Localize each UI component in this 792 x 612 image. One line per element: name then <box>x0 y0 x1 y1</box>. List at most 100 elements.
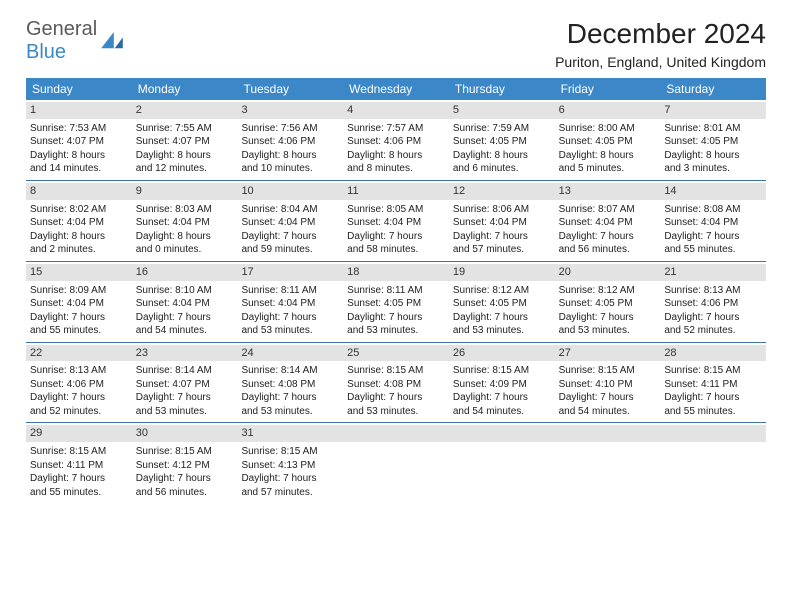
daylight-line2: and 55 minutes. <box>30 324 128 338</box>
daylight-line1: Daylight: 7 hours <box>347 311 445 325</box>
daylight-line2: and 3 minutes. <box>664 162 762 176</box>
daylight-line2: and 52 minutes. <box>664 324 762 338</box>
sunrise-text: Sunrise: 8:08 AM <box>664 203 762 217</box>
day-header-tuesday: Tuesday <box>237 78 343 100</box>
daylight-line2: and 53 minutes. <box>559 324 657 338</box>
logo-word-general: General <box>26 18 97 40</box>
daylight-line2: and 6 minutes. <box>453 162 551 176</box>
day-number: 19 <box>449 264 555 281</box>
calendar-cell: 6Sunrise: 8:00 AMSunset: 4:05 PMDaylight… <box>555 100 661 180</box>
day-number: 3 <box>237 102 343 119</box>
daylight-line1: Daylight: 7 hours <box>559 230 657 244</box>
calendar-cell: 19Sunrise: 8:12 AMSunset: 4:05 PMDayligh… <box>449 262 555 342</box>
daylight-line2: and 57 minutes. <box>241 486 339 500</box>
daylight-line1: Daylight: 8 hours <box>30 230 128 244</box>
calendar-cell: 10Sunrise: 8:04 AMSunset: 4:04 PMDayligh… <box>237 181 343 261</box>
sunrise-text: Sunrise: 8:04 AM <box>241 203 339 217</box>
week-row: 22Sunrise: 8:13 AMSunset: 4:06 PMDayligh… <box>26 343 766 424</box>
day-header-thursday: Thursday <box>449 78 555 100</box>
day-number: 20 <box>555 264 661 281</box>
calendar-cell: 18Sunrise: 8:11 AMSunset: 4:05 PMDayligh… <box>343 262 449 342</box>
daylight-line2: and 12 minutes. <box>136 162 234 176</box>
daylight-line1: Daylight: 7 hours <box>136 472 234 486</box>
sunrise-text: Sunrise: 8:11 AM <box>241 284 339 298</box>
day-number: 9 <box>132 183 238 200</box>
daylight-line1: Daylight: 7 hours <box>347 391 445 405</box>
logo-sail-icon <box>101 32 123 50</box>
daylight-line2: and 53 minutes. <box>347 324 445 338</box>
daylight-line1: Daylight: 8 hours <box>241 149 339 163</box>
daylight-line2: and 55 minutes. <box>664 405 762 419</box>
daylight-line2: and 58 minutes. <box>347 243 445 257</box>
sunrise-text: Sunrise: 8:15 AM <box>136 445 234 459</box>
daylight-line2: and 8 minutes. <box>347 162 445 176</box>
sunset-text: Sunset: 4:09 PM <box>453 378 551 392</box>
sunrise-text: Sunrise: 8:14 AM <box>241 364 339 378</box>
sunrise-text: Sunrise: 8:07 AM <box>559 203 657 217</box>
sunrise-text: Sunrise: 8:15 AM <box>453 364 551 378</box>
calendar-cell: 29Sunrise: 8:15 AMSunset: 4:11 PMDayligh… <box>26 423 132 503</box>
calendar-cell: 15Sunrise: 8:09 AMSunset: 4:04 PMDayligh… <box>26 262 132 342</box>
daylight-line2: and 54 minutes. <box>559 405 657 419</box>
sunset-text: Sunset: 4:04 PM <box>453 216 551 230</box>
sunset-text: Sunset: 4:11 PM <box>30 459 128 473</box>
daylight-line2: and 14 minutes. <box>30 162 128 176</box>
daylight-line2: and 55 minutes. <box>664 243 762 257</box>
day-number: 21 <box>660 264 766 281</box>
day-number <box>449 425 555 442</box>
daylight-line2: and 52 minutes. <box>30 405 128 419</box>
daylight-line1: Daylight: 7 hours <box>453 311 551 325</box>
sunrise-text: Sunrise: 8:01 AM <box>664 122 762 136</box>
sunset-text: Sunset: 4:05 PM <box>664 135 762 149</box>
week-row: 8Sunrise: 8:02 AMSunset: 4:04 PMDaylight… <box>26 181 766 262</box>
day-header-wednesday: Wednesday <box>343 78 449 100</box>
sunrise-text: Sunrise: 7:56 AM <box>241 122 339 136</box>
week-row: 29Sunrise: 8:15 AMSunset: 4:11 PMDayligh… <box>26 423 766 503</box>
daylight-line2: and 53 minutes. <box>241 324 339 338</box>
day-number: 2 <box>132 102 238 119</box>
sunset-text: Sunset: 4:06 PM <box>664 297 762 311</box>
sunset-text: Sunset: 4:06 PM <box>30 378 128 392</box>
sunrise-text: Sunrise: 7:59 AM <box>453 122 551 136</box>
daylight-line1: Daylight: 7 hours <box>136 391 234 405</box>
daylight-line1: Daylight: 7 hours <box>559 311 657 325</box>
day-number: 29 <box>26 425 132 442</box>
sunset-text: Sunset: 4:04 PM <box>30 216 128 230</box>
sunrise-text: Sunrise: 8:12 AM <box>559 284 657 298</box>
daylight-line1: Daylight: 7 hours <box>30 311 128 325</box>
sunrise-text: Sunrise: 8:12 AM <box>453 284 551 298</box>
sunrise-text: Sunrise: 8:03 AM <box>136 203 234 217</box>
calendar-cell: 16Sunrise: 8:10 AMSunset: 4:04 PMDayligh… <box>132 262 238 342</box>
day-number: 11 <box>343 183 449 200</box>
calendar-cell: 13Sunrise: 8:07 AMSunset: 4:04 PMDayligh… <box>555 181 661 261</box>
sunset-text: Sunset: 4:05 PM <box>559 297 657 311</box>
day-number: 1 <box>26 102 132 119</box>
calendar-cell: 9Sunrise: 8:03 AMSunset: 4:04 PMDaylight… <box>132 181 238 261</box>
day-number: 12 <box>449 183 555 200</box>
daylight-line2: and 53 minutes. <box>347 405 445 419</box>
sunset-text: Sunset: 4:11 PM <box>664 378 762 392</box>
calendar-cell: 7Sunrise: 8:01 AMSunset: 4:05 PMDaylight… <box>660 100 766 180</box>
sunset-text: Sunset: 4:10 PM <box>559 378 657 392</box>
day-number: 22 <box>26 345 132 362</box>
sunrise-text: Sunrise: 8:11 AM <box>347 284 445 298</box>
calendar-cell: 2Sunrise: 7:55 AMSunset: 4:07 PMDaylight… <box>132 100 238 180</box>
sunrise-text: Sunrise: 8:15 AM <box>30 445 128 459</box>
sunset-text: Sunset: 4:04 PM <box>241 297 339 311</box>
calendar-cell: 12Sunrise: 8:06 AMSunset: 4:04 PMDayligh… <box>449 181 555 261</box>
daylight-line1: Daylight: 7 hours <box>664 391 762 405</box>
daylight-line2: and 53 minutes. <box>241 405 339 419</box>
day-number: 15 <box>26 264 132 281</box>
sunset-text: Sunset: 4:06 PM <box>347 135 445 149</box>
day-number: 23 <box>132 345 238 362</box>
sunset-text: Sunset: 4:13 PM <box>241 459 339 473</box>
daylight-line2: and 5 minutes. <box>559 162 657 176</box>
day-number: 28 <box>660 345 766 362</box>
title-block: December 2024 Puriton, England, United K… <box>555 18 766 70</box>
sunrise-text: Sunrise: 8:00 AM <box>559 122 657 136</box>
sunrise-text: Sunrise: 8:13 AM <box>664 284 762 298</box>
daylight-line2: and 59 minutes. <box>241 243 339 257</box>
calendar-cell: 4Sunrise: 7:57 AMSunset: 4:06 PMDaylight… <box>343 100 449 180</box>
calendar-cell: 23Sunrise: 8:14 AMSunset: 4:07 PMDayligh… <box>132 343 238 423</box>
sunset-text: Sunset: 4:04 PM <box>136 297 234 311</box>
